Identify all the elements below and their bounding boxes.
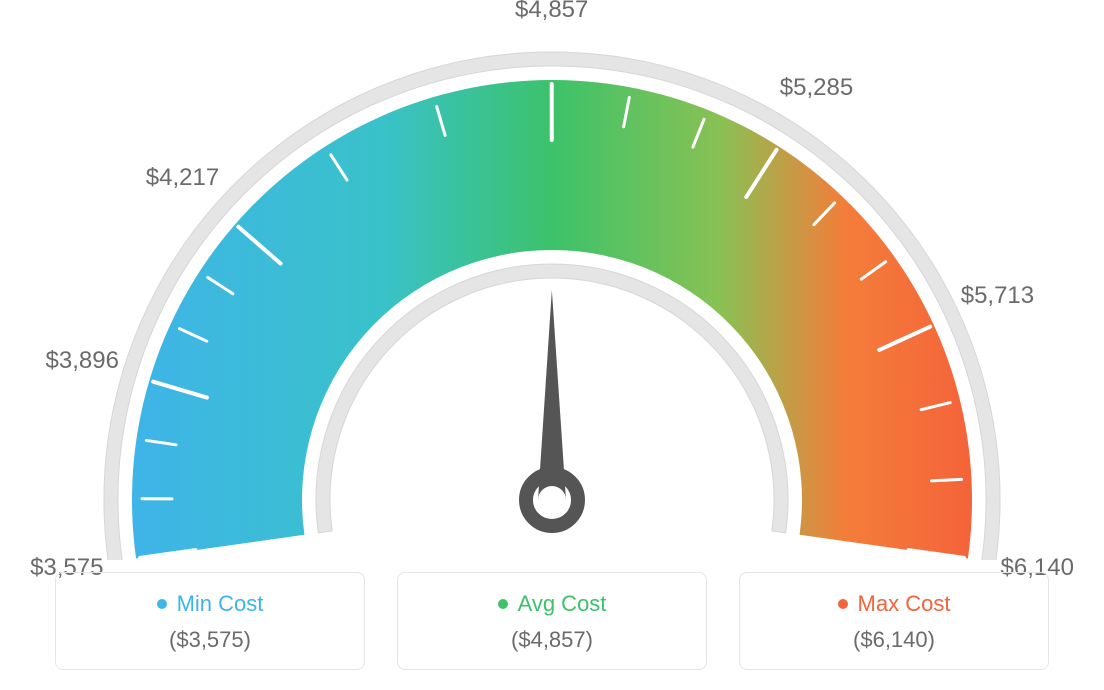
avg-cost-card: Avg Cost ($4,857) xyxy=(397,572,707,670)
cost-gauge-container: $3,575$3,896$4,217$4,857$5,285$5,713$6,1… xyxy=(0,0,1104,690)
avg-cost-title-row: Avg Cost xyxy=(498,591,607,617)
gauge-tick-label: $5,285 xyxy=(780,74,853,102)
max-cost-title-row: Max Cost xyxy=(838,591,951,617)
max-cost-value: ($6,140) xyxy=(750,627,1038,653)
max-cost-card: Max Cost ($6,140) xyxy=(739,572,1049,670)
gauge-tick-label: $4,217 xyxy=(146,164,219,192)
min-cost-title: Min Cost xyxy=(177,591,264,617)
max-cost-title: Max Cost xyxy=(858,591,951,617)
max-cost-dot-icon xyxy=(838,599,848,609)
gauge-tick-label: $4,857 xyxy=(515,0,588,24)
gauge-svg xyxy=(0,0,1104,560)
avg-cost-title: Avg Cost xyxy=(518,591,607,617)
avg-cost-dot-icon xyxy=(498,599,508,609)
min-cost-title-row: Min Cost xyxy=(157,591,264,617)
gauge-chart: $3,575$3,896$4,217$4,857$5,285$5,713$6,1… xyxy=(0,0,1104,560)
gauge-tick-label: $3,896 xyxy=(46,347,119,375)
summary-cards: Min Cost ($3,575) Avg Cost ($4,857) Max … xyxy=(0,572,1104,670)
avg-cost-value: ($4,857) xyxy=(408,627,696,653)
min-cost-dot-icon xyxy=(157,599,167,609)
min-cost-value: ($3,575) xyxy=(66,627,354,653)
min-cost-card: Min Cost ($3,575) xyxy=(55,572,365,670)
gauge-tick-label: $5,713 xyxy=(961,282,1034,310)
